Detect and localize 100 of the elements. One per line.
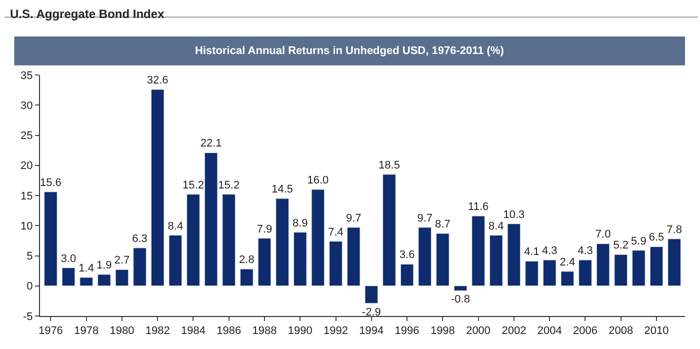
data-label: 9.7	[346, 212, 362, 224]
y-tick-label: 35	[20, 70, 33, 82]
data-label: 8.4	[168, 220, 184, 232]
x-tick-label: 1994	[359, 325, 384, 338]
bar	[329, 241, 342, 286]
data-label: 2.8	[239, 254, 254, 266]
x-tick-label: 1976	[38, 325, 63, 338]
data-label: 15.6	[40, 176, 62, 189]
bar	[97, 274, 111, 286]
bar	[668, 238, 681, 286]
data-label: 14.5	[272, 184, 294, 196]
x-tick-label: 2002	[502, 325, 526, 338]
data-label: 5.2	[613, 240, 629, 252]
bar	[454, 286, 468, 291]
data-label: 9.7	[417, 212, 433, 224]
bar	[258, 238, 272, 286]
x-tick-label: 1998	[430, 325, 455, 338]
bar	[311, 189, 325, 286]
data-label: 3.6	[399, 249, 415, 262]
x-tick-label: 1992	[324, 325, 348, 338]
data-label: 8.7	[435, 218, 450, 230]
data-label: 1.4	[78, 262, 94, 274]
bar	[80, 277, 93, 286]
x-tick-label: 1990	[288, 325, 312, 338]
bar	[382, 174, 396, 286]
bar	[542, 260, 556, 286]
bar	[186, 194, 200, 286]
data-label: 10.3	[503, 208, 525, 221]
x-tick-label: 1978	[74, 325, 99, 338]
bar	[204, 152, 218, 286]
bar	[276, 198, 289, 286]
y-tick-label: 30	[20, 100, 33, 112]
data-label: 8.9	[292, 217, 308, 230]
bar	[115, 269, 129, 286]
x-tick-label: 1996	[394, 325, 420, 338]
bar	[650, 246, 664, 286]
data-label: 5.9	[631, 235, 646, 248]
chart-title: U.S. Aggregate Bond Index	[10, 7, 165, 21]
bar	[364, 286, 378, 304]
data-label: 3.0	[60, 252, 76, 265]
data-label: 7.4	[328, 226, 344, 238]
chart-subtitle: Historical Annual Returns in Unhedged USD, 1976-2011 (%)	[195, 45, 504, 57]
x-tick-label: 1988	[252, 325, 277, 338]
data-label: 4.1	[524, 246, 540, 258]
bar	[240, 268, 254, 286]
y-tick-label: -5	[23, 310, 33, 323]
bar	[614, 254, 628, 286]
data-label: 8.4	[488, 220, 504, 232]
data-label: 18.5	[378, 159, 400, 172]
y-tick-label: 25	[20, 130, 33, 142]
y-tick-label: 20	[20, 160, 33, 172]
bar	[436, 233, 450, 286]
y-tick-label: 0	[26, 280, 33, 293]
x-tick-label: 1980	[110, 325, 134, 338]
bar	[400, 264, 414, 286]
data-label: -0.8	[451, 294, 470, 306]
bar	[525, 260, 538, 286]
x-tick-label: 2008	[608, 325, 634, 338]
x-tick-label: 2006	[572, 325, 598, 338]
data-label: 22.1	[200, 138, 222, 150]
data-label: -2.9	[362, 306, 381, 318]
data-label: 16.0	[307, 174, 329, 186]
bar	[472, 216, 485, 286]
x-tick-label: 2004	[537, 325, 562, 338]
y-tick-label: 15	[20, 190, 33, 202]
bar	[293, 232, 307, 286]
data-label: 4.3	[542, 244, 558, 257]
data-label: 2.7	[114, 254, 130, 267]
bar	[596, 243, 610, 286]
bar	[150, 89, 164, 286]
bar	[346, 227, 360, 286]
x-tick-label: 1986	[216, 325, 242, 338]
x-tick-label: 2010	[644, 325, 669, 338]
x-tick-label: 2000	[466, 325, 491, 338]
bar	[44, 192, 58, 286]
bar	[489, 235, 503, 286]
data-label: 2.4	[560, 256, 576, 268]
bar	[507, 224, 521, 286]
data-label: 4.3	[578, 244, 593, 257]
bar	[62, 268, 76, 286]
data-label: 15.2	[218, 179, 240, 192]
data-label: 7.8	[666, 224, 682, 236]
bar	[418, 227, 432, 286]
data-label: 7.0	[595, 228, 611, 241]
x-tick-label: 1984	[180, 325, 206, 338]
bar	[578, 260, 592, 286]
bar	[222, 194, 236, 286]
bar	[168, 235, 182, 286]
data-label: 6.5	[648, 232, 664, 244]
data-label: 6.3	[132, 232, 148, 245]
bar	[560, 271, 574, 286]
y-tick-label: 10	[20, 220, 33, 232]
bar	[133, 248, 146, 286]
y-tick-label: 5	[26, 250, 33, 263]
data-label: 1.9	[96, 259, 112, 272]
bar	[632, 250, 646, 286]
data-label: 15.2	[182, 179, 204, 192]
data-label: 11.6	[468, 200, 489, 213]
data-label: 7.9	[256, 223, 272, 236]
data-label: 32.6	[146, 74, 168, 86]
